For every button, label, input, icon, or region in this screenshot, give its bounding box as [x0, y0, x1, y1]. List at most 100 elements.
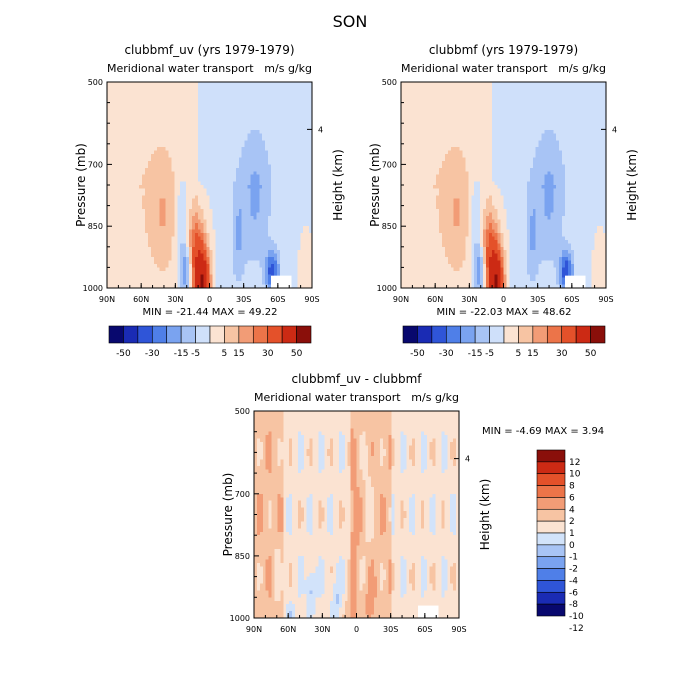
contour-cell: [139, 85, 143, 90]
contour-cell: [130, 212, 134, 217]
contour-cell: [191, 198, 196, 203]
contour-cell: [180, 99, 184, 103]
contour-cell: [309, 260, 313, 265]
contour-cell: [191, 136, 196, 141]
contour-cell: [509, 109, 513, 114]
contour-cell: [145, 195, 149, 200]
contour-cell: [203, 277, 207, 282]
contour-cell: [203, 174, 207, 179]
contour-cell: [136, 154, 140, 158]
contour-cell: [265, 246, 269, 251]
contour-cell: [285, 112, 289, 117]
contour-cell: [262, 106, 266, 110]
contour-cell: [403, 88, 408, 93]
contour-cell: [444, 92, 449, 97]
contour-cell: [294, 209, 298, 213]
contour-cell: [227, 270, 231, 275]
contour-cell: [107, 88, 111, 93]
contour-cell: [121, 178, 125, 182]
contour-cell: [524, 85, 528, 90]
contour-cell: [200, 133, 205, 138]
contour-cell: [529, 88, 534, 93]
contour-cell: [594, 102, 598, 107]
contour-cell: [480, 112, 484, 117]
contour-cell: [256, 136, 260, 141]
contour-cell: [253, 257, 257, 261]
contour-cell: [189, 267, 193, 272]
contour-cell: [588, 109, 592, 114]
contour-cell: [241, 174, 246, 179]
contour-cell: [194, 133, 199, 138]
contour-cell: [235, 198, 240, 203]
contour-cell: [468, 82, 472, 86]
contour-cell: [238, 130, 243, 134]
contour-cell: [148, 136, 152, 141]
contour-cell: [276, 150, 281, 155]
contour-cell: [265, 188, 269, 193]
contour-cell: [127, 253, 131, 258]
contour-cell: [570, 92, 575, 97]
contour-cell: [136, 136, 140, 141]
contour-cell: [203, 126, 207, 131]
contour-cell: [124, 136, 128, 141]
contour-cell: [241, 205, 246, 210]
contour-cell: [221, 257, 225, 261]
contour-cell: [303, 222, 307, 227]
contour-cell: [403, 116, 408, 121]
contour-cell: [276, 270, 281, 275]
contour-cell: [212, 126, 216, 131]
contour-cell: [594, 85, 598, 90]
contour-cell: [177, 243, 181, 248]
contour-cell: [483, 112, 487, 117]
contour-cell: [512, 82, 516, 86]
contour-cell: [230, 167, 234, 172]
contour-cell: [235, 277, 240, 282]
contour-cell: [171, 267, 175, 272]
contour-cell: [112, 191, 117, 196]
contour-cell: [262, 136, 266, 141]
colorbar-swatch: [166, 325, 182, 344]
contour-cell: [118, 133, 123, 138]
x-tick-label: 90S: [304, 295, 319, 304]
contour-cell: [224, 270, 228, 275]
contour-cell: [159, 164, 164, 169]
contour-cell: [250, 222, 254, 227]
contour-cell: [294, 229, 298, 234]
contour-cell: [244, 263, 248, 268]
contour-cell: [177, 284, 181, 289]
contour-cell: [262, 157, 266, 162]
contour-cell: [174, 270, 178, 275]
contour-cell: [421, 99, 425, 103]
contour-cell: [215, 126, 219, 131]
contour-cell: [107, 185, 111, 189]
contour-cell: [271, 270, 275, 275]
contour-cell: [145, 281, 149, 285]
contour-cell: [230, 82, 234, 86]
contour-cell: [250, 277, 254, 282]
contour-cell: [224, 85, 228, 90]
contour-cell: [153, 143, 158, 148]
contour-cell: [227, 191, 231, 196]
contour-cell: [224, 229, 228, 234]
contour-cell: [306, 281, 310, 285]
contour-cell: [259, 253, 263, 258]
contour-cell: [209, 167, 213, 172]
contour-cell: [130, 116, 134, 121]
contour-cell: [162, 243, 166, 248]
contour-cell: [253, 281, 257, 285]
contour-cell: [303, 233, 307, 237]
contour-cell: [227, 250, 231, 255]
contour-cell: [259, 246, 263, 251]
contour-cell: [165, 277, 169, 282]
contour-cell: [430, 112, 434, 117]
contour-cell: [168, 233, 172, 237]
contour-cell: [268, 185, 272, 189]
contour-cell: [265, 157, 269, 162]
contour-cell: [171, 112, 175, 117]
contour-cell: [206, 130, 210, 134]
contour-cell: [268, 126, 272, 131]
contour-cell: [491, 85, 496, 90]
contour-cell: [282, 191, 287, 196]
contour-cell: [456, 82, 460, 86]
contour-cell: [544, 102, 548, 107]
